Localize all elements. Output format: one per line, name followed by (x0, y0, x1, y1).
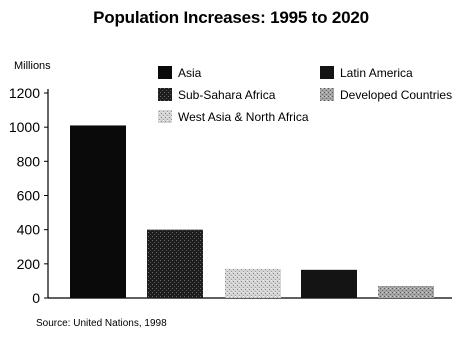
bar-4 (378, 286, 434, 298)
legend-label: Sub-Sahara Africa (178, 88, 276, 102)
bar-3 (301, 269, 357, 298)
y-tick-label: 200 (17, 256, 41, 272)
legend-label: Asia (178, 66, 202, 80)
legend-label: West Asia & North Africa (178, 110, 309, 124)
bar-0 (70, 125, 126, 298)
y-tick-label: 1200 (9, 85, 40, 101)
y-tick-label: 800 (17, 153, 41, 169)
y-tick-label: 0 (32, 290, 40, 306)
legend-swatch (320, 88, 334, 101)
y-tick-label: 400 (17, 222, 41, 238)
bar-1 (147, 229, 203, 298)
legend-label: Developed Countries (340, 88, 452, 102)
y-axis-label: Millions (14, 60, 51, 72)
legend-swatch (158, 110, 172, 123)
legend-label: Latin America (340, 66, 413, 80)
y-tick-label: 1000 (9, 119, 40, 135)
legend-swatch (158, 88, 172, 101)
y-tick-label: 600 (17, 188, 41, 204)
bar-2 (225, 268, 281, 298)
source-note: Source: United Nations, 1998 (36, 318, 167, 329)
chart-title: Population Increases: 1995 to 2020 (93, 8, 369, 27)
legend-swatch (158, 66, 172, 79)
legend-swatch (320, 66, 334, 79)
